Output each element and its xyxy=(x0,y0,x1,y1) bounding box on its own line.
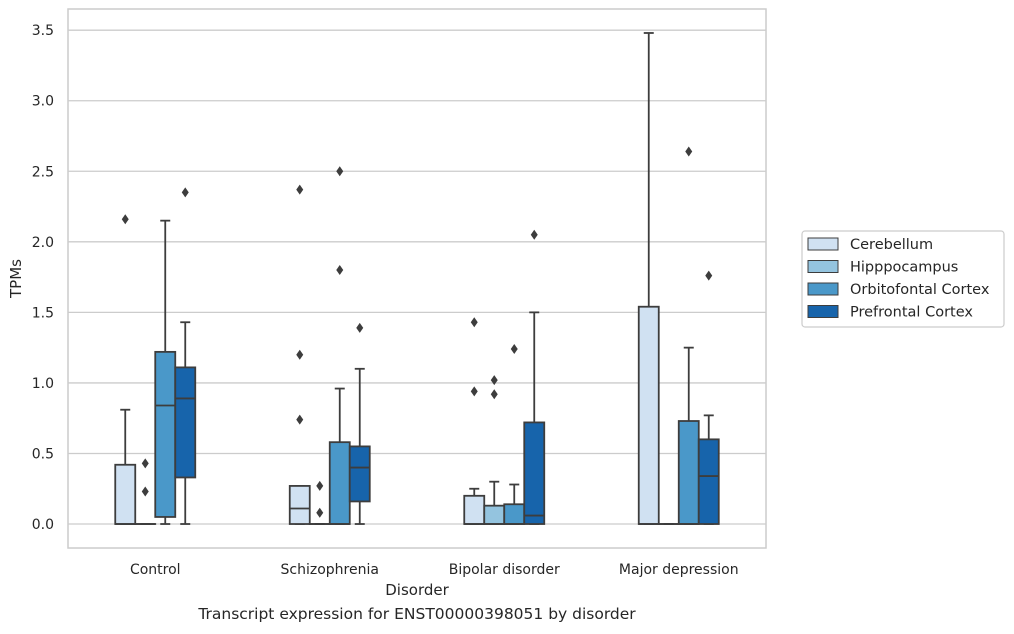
box-iqr xyxy=(114,463,137,525)
box-prefrontal-cortex xyxy=(523,229,546,525)
y-axis-label: TPMs xyxy=(7,259,25,299)
box-iqr xyxy=(154,350,177,518)
y-axis-ticks: 0.0 0.5 1.0 1.5 2.0 2.5 3.0 3.5 xyxy=(32,23,54,533)
outlier-point xyxy=(296,349,304,360)
box-iqr xyxy=(503,503,526,525)
legend-frame xyxy=(801,230,1005,328)
box-iqr xyxy=(348,445,371,503)
y-tick-label: 3.5 xyxy=(32,23,54,39)
outlier-point xyxy=(141,458,149,469)
x-axis-label: Disorder xyxy=(385,581,449,599)
y-tick-label: 0.0 xyxy=(32,517,54,533)
box-iqr xyxy=(697,438,720,525)
outlier-point xyxy=(470,317,478,328)
outlier-point xyxy=(121,214,129,225)
legend-label: Cerebellum xyxy=(850,237,933,253)
box-orbitofontal-cortex xyxy=(328,166,351,525)
box-iqr xyxy=(523,421,546,525)
y-tick-label: 2.0 xyxy=(32,235,54,251)
outlier-point xyxy=(705,270,713,281)
outlier-point xyxy=(181,187,189,198)
box-orbitofontal-cortex xyxy=(677,146,700,525)
box-iqr xyxy=(174,366,197,479)
box-cerebellum xyxy=(114,214,137,525)
legend-label: Prefrontal Cortex xyxy=(850,305,973,321)
outlier-point xyxy=(490,375,498,386)
legend-swatch xyxy=(807,282,839,296)
box-hipppocampus xyxy=(134,458,157,525)
box-iqr xyxy=(328,441,351,525)
y-tick-label: 3.0 xyxy=(32,94,54,110)
box-iqr xyxy=(637,305,660,525)
legend-swatch xyxy=(807,305,839,318)
box-iqr xyxy=(288,485,311,525)
outlier-point xyxy=(490,389,498,400)
y-tick-label: 1.5 xyxy=(32,305,54,321)
box-iqr xyxy=(483,504,506,525)
outlier-point xyxy=(336,166,344,177)
box-cerebellum xyxy=(463,317,486,525)
legend: Cerebellum Hipppocampus Orbitofontal Corte… xyxy=(801,230,1005,328)
box-orbitofontal-cortex xyxy=(503,344,526,525)
box-hipppocampus xyxy=(308,480,331,525)
outlier-point xyxy=(336,265,344,276)
outlier-point xyxy=(296,184,304,195)
y-tick-label: 1.0 xyxy=(32,376,54,392)
outlier-point xyxy=(470,386,478,397)
outlier-point xyxy=(685,146,693,157)
x-tick-label: Control xyxy=(130,562,181,578)
box-iqr xyxy=(677,420,700,525)
plot-boxes xyxy=(114,32,720,525)
outlier-point xyxy=(356,322,364,333)
legend-swatch xyxy=(807,237,839,251)
plot-frame xyxy=(67,8,767,549)
box-cerebellum xyxy=(288,184,311,525)
box-cerebellum xyxy=(637,32,660,525)
outlier-point xyxy=(141,486,149,497)
box-prefrontal-cortex xyxy=(697,270,720,525)
outlier-point xyxy=(316,507,324,518)
x-axis-ticks: Control Schizophrenia Bipolar disorder Majo… xyxy=(130,562,739,578)
box-iqr xyxy=(463,494,486,525)
box-prefrontal-cortex xyxy=(174,187,197,525)
y-tick-label: 0.5 xyxy=(32,446,54,462)
box-orbitofontal-cortex xyxy=(154,219,177,525)
box-hipppocampus xyxy=(483,375,506,525)
legend-label: Orbitofontal Cortex xyxy=(850,282,990,298)
outlier-point xyxy=(316,480,324,491)
figure-caption: Transcript expression for ENST0000039805… xyxy=(198,605,636,623)
y-tick-label: 2.5 xyxy=(32,164,54,180)
legend-swatch xyxy=(807,260,839,273)
x-tick-label: Bipolar disorder xyxy=(449,562,560,578)
outlier-point xyxy=(510,344,518,355)
x-tick-label: Schizophrenia xyxy=(281,562,379,578)
box-prefrontal-cortex xyxy=(348,322,371,525)
legend-label: Hipppocampus xyxy=(850,260,958,276)
outlier-point xyxy=(530,229,538,240)
outlier-point xyxy=(296,414,304,425)
x-tick-label: Major depression xyxy=(619,562,739,578)
